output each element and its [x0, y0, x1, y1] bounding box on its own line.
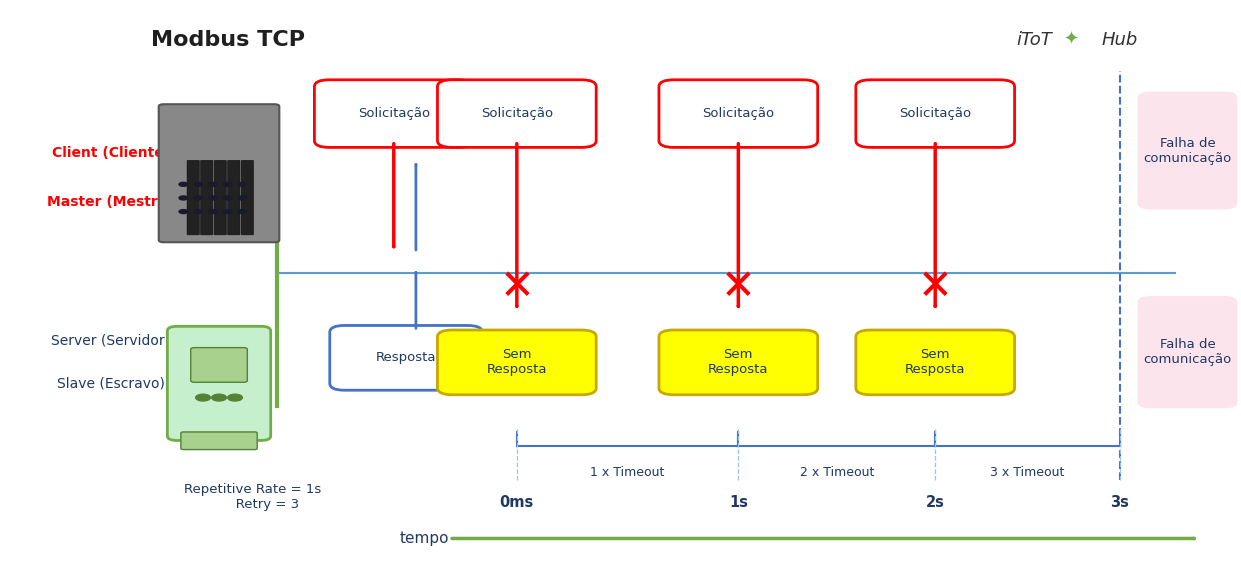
Text: 0ms: 0ms	[500, 495, 534, 510]
Text: Master (Mestre): Master (Mestre)	[47, 195, 174, 208]
Text: Hub: Hub	[1101, 31, 1138, 49]
Text: 1s: 1s	[728, 495, 748, 510]
Text: 1 x Timeout: 1 x Timeout	[591, 466, 665, 479]
Circle shape	[208, 182, 217, 186]
Circle shape	[223, 182, 232, 186]
FancyBboxPatch shape	[314, 80, 473, 148]
FancyBboxPatch shape	[856, 330, 1015, 395]
Text: Falha de
comunicação: Falha de comunicação	[1143, 338, 1231, 366]
Text: Resposta: Resposta	[376, 352, 437, 364]
FancyBboxPatch shape	[856, 80, 1015, 148]
Circle shape	[196, 394, 211, 401]
Text: ✦: ✦	[1064, 31, 1078, 49]
FancyBboxPatch shape	[159, 105, 279, 243]
Circle shape	[179, 210, 187, 214]
FancyBboxPatch shape	[659, 330, 818, 395]
Text: 3s: 3s	[1111, 495, 1129, 510]
Circle shape	[212, 394, 226, 401]
Text: Solicitação: Solicitação	[702, 107, 774, 120]
Text: ✕: ✕	[918, 266, 953, 308]
Text: Solicitação: Solicitação	[900, 107, 972, 120]
Text: Sem
Resposta: Sem Resposta	[486, 348, 547, 377]
Circle shape	[238, 196, 247, 200]
Text: Slave (Escravo): Slave (Escravo)	[57, 377, 165, 390]
Circle shape	[194, 210, 202, 214]
Text: iToT: iToT	[1016, 31, 1052, 49]
Circle shape	[208, 210, 217, 214]
Circle shape	[238, 182, 247, 186]
FancyBboxPatch shape	[659, 80, 818, 148]
Circle shape	[223, 196, 232, 200]
FancyBboxPatch shape	[330, 325, 483, 390]
FancyBboxPatch shape	[438, 330, 596, 395]
FancyBboxPatch shape	[215, 160, 226, 235]
Text: ✕: ✕	[721, 266, 756, 308]
Text: Server (Servidor): Server (Servidor)	[51, 334, 170, 348]
Circle shape	[179, 182, 187, 186]
Text: Sem
Resposta: Sem Resposta	[905, 348, 965, 377]
FancyBboxPatch shape	[1138, 297, 1237, 408]
FancyBboxPatch shape	[201, 160, 213, 235]
FancyBboxPatch shape	[1138, 93, 1237, 209]
FancyBboxPatch shape	[438, 80, 596, 148]
Circle shape	[227, 394, 242, 401]
Text: tempo: tempo	[400, 531, 449, 546]
Text: Client (Cliente): Client (Cliente)	[52, 147, 170, 160]
FancyBboxPatch shape	[168, 327, 271, 441]
Text: 2 x Timeout: 2 x Timeout	[799, 466, 874, 479]
Circle shape	[238, 210, 247, 214]
Text: ✕: ✕	[499, 266, 535, 308]
Text: Falha de
comunicação: Falha de comunicação	[1143, 136, 1231, 165]
Circle shape	[208, 196, 217, 200]
Text: 2s: 2s	[926, 495, 944, 510]
Circle shape	[194, 182, 202, 186]
FancyBboxPatch shape	[227, 160, 240, 235]
FancyBboxPatch shape	[241, 160, 253, 235]
Text: Solicitação: Solicitação	[357, 107, 429, 120]
Text: Solicitação: Solicitação	[480, 107, 553, 120]
Text: Modbus TCP: Modbus TCP	[150, 30, 304, 50]
Circle shape	[194, 196, 202, 200]
Text: Sem
Resposta: Sem Resposta	[709, 348, 768, 377]
FancyBboxPatch shape	[181, 432, 257, 450]
FancyBboxPatch shape	[191, 348, 247, 382]
Circle shape	[179, 196, 187, 200]
Text: Repetitive Rate = 1s
       Retry = 3: Repetitive Rate = 1s Retry = 3	[184, 483, 321, 511]
Circle shape	[223, 210, 232, 214]
FancyBboxPatch shape	[187, 160, 200, 235]
Text: 3 x Timeout: 3 x Timeout	[990, 466, 1065, 479]
